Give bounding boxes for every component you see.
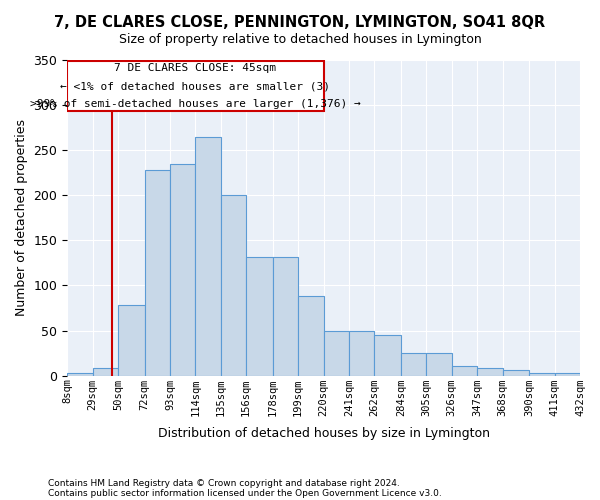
Bar <box>246 256 273 376</box>
Text: 7, DE CLARES CLOSE, PENNINGTON, LYMINGTON, SO41 8QR: 7, DE CLARES CLOSE, PENNINGTON, LYMINGTO… <box>55 15 545 30</box>
Bar <box>401 353 427 376</box>
Bar <box>477 368 503 376</box>
Bar <box>273 256 298 376</box>
Bar <box>196 136 221 376</box>
Bar <box>118 306 145 376</box>
FancyBboxPatch shape <box>67 61 323 112</box>
Text: 7 DE CLARES CLOSE: 45sqm: 7 DE CLARES CLOSE: 45sqm <box>115 64 277 74</box>
Text: Contains public sector information licensed under the Open Government Licence v3: Contains public sector information licen… <box>48 488 442 498</box>
Bar <box>323 330 349 376</box>
Bar <box>374 335 401 376</box>
Text: Contains HM Land Registry data © Crown copyright and database right 2024.: Contains HM Land Registry data © Crown c… <box>48 478 400 488</box>
Text: ← <1% of detached houses are smaller (3): ← <1% of detached houses are smaller (3) <box>61 81 331 91</box>
Bar <box>452 366 477 376</box>
Y-axis label: Number of detached properties: Number of detached properties <box>15 120 28 316</box>
Bar <box>427 353 452 376</box>
Bar <box>529 373 554 376</box>
Bar <box>221 196 246 376</box>
Bar <box>170 164 196 376</box>
Bar <box>67 373 92 376</box>
Bar <box>349 330 374 376</box>
Bar <box>92 368 118 376</box>
Bar <box>298 296 323 376</box>
Text: Size of property relative to detached houses in Lymington: Size of property relative to detached ho… <box>119 32 481 46</box>
Bar <box>554 373 580 376</box>
Bar <box>145 170 170 376</box>
X-axis label: Distribution of detached houses by size in Lymington: Distribution of detached houses by size … <box>158 427 490 440</box>
Text: >99% of semi-detached houses are larger (1,376) →: >99% of semi-detached houses are larger … <box>30 99 361 109</box>
Bar <box>503 370 529 376</box>
